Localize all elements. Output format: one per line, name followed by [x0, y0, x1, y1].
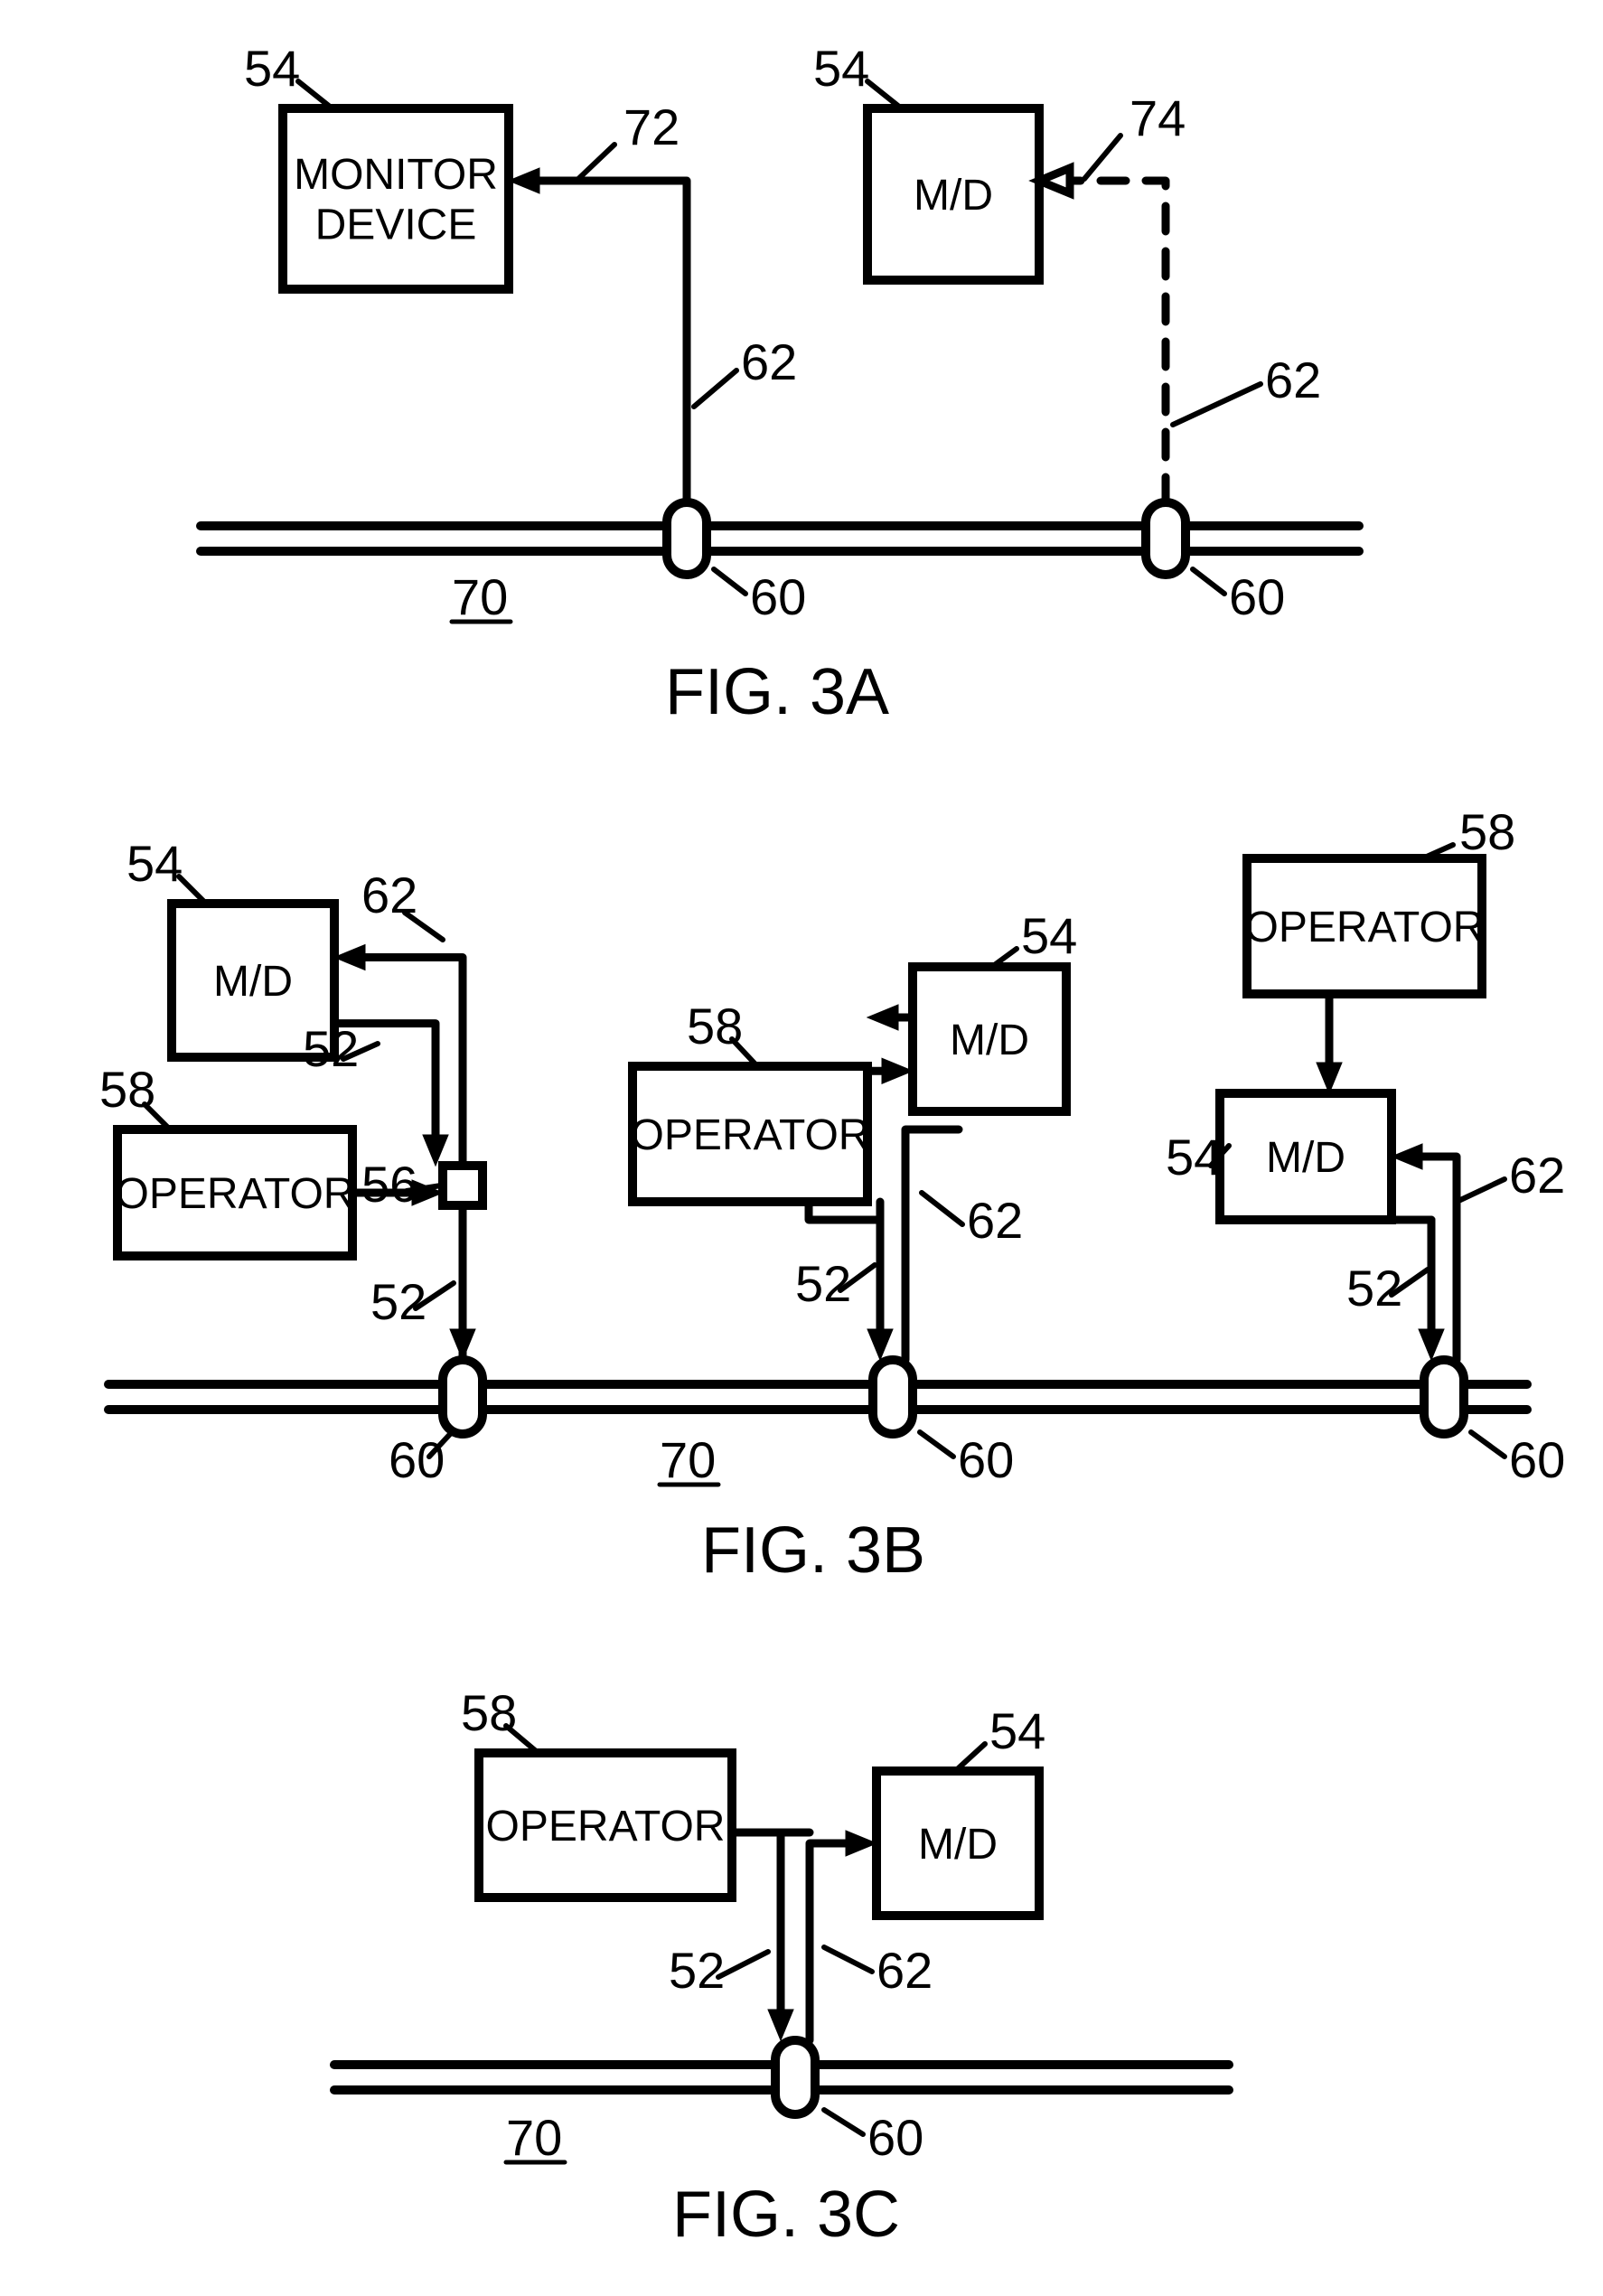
leader-line	[1193, 569, 1224, 594]
operator-block-label: OPERATOR	[1245, 904, 1485, 951]
ref-label: 54	[813, 40, 869, 97]
ref-label: 62	[741, 333, 797, 390]
port	[667, 502, 707, 575]
figure-caption: FIG. 3C	[672, 2179, 900, 2251]
rail-ref: 70	[660, 1431, 716, 1488]
leader-line	[694, 370, 736, 407]
ref-label: 52	[1346, 1260, 1402, 1317]
arrow-head	[450, 1329, 475, 1360]
monitor-device-block-label: DEVICE	[315, 201, 477, 248]
md-block-label: M/D	[918, 1821, 998, 1869]
port	[443, 1360, 483, 1434]
arrow-head	[423, 1135, 448, 1166]
port	[1424, 1360, 1464, 1434]
md-block-label: M/D	[213, 958, 293, 1006]
ref-label: 54	[1166, 1129, 1222, 1185]
monitor-device-block-label: MONITOR	[294, 151, 498, 199]
ref-label: 54	[1021, 907, 1077, 964]
link	[1070, 181, 1166, 502]
operator-block-label: OPERATOR	[116, 1170, 355, 1218]
ref-label: 60	[389, 1431, 445, 1488]
leader-line	[920, 1432, 953, 1457]
ref-label: 52	[669, 1942, 725, 1999]
ref-label: 58	[461, 1684, 517, 1741]
arrow-head	[768, 2010, 793, 2040]
md-block-label: M/D	[950, 1017, 1029, 1064]
ref-label: 54	[244, 40, 300, 97]
md-block-label: M/D	[914, 172, 993, 220]
leader-line	[1471, 1432, 1505, 1457]
junction-box	[443, 1166, 483, 1205]
leader-line	[718, 1952, 768, 1977]
leader-line	[1084, 136, 1120, 179]
arrow-head	[509, 168, 539, 193]
arrow-head	[882, 1058, 913, 1083]
ref-label: 54	[127, 835, 183, 892]
leader-line	[1173, 384, 1261, 425]
arrow-head	[867, 1005, 898, 1030]
leader-line	[714, 569, 745, 594]
link	[365, 958, 463, 1167]
ref-label: 60	[1229, 568, 1285, 625]
port	[775, 2040, 815, 2114]
ref-label: 60	[1509, 1431, 1565, 1488]
figure-caption: FIG. 3B	[701, 1514, 925, 1587]
link	[905, 1129, 959, 1360]
leader-line	[578, 145, 614, 179]
operator-block-label: OPERATOR	[631, 1111, 870, 1159]
arrow-head	[334, 945, 365, 970]
ref-label: 52	[795, 1255, 851, 1312]
arrow-head	[867, 1329, 893, 1360]
link	[539, 181, 687, 502]
ref-label: 74	[1130, 89, 1186, 146]
figure-caption: FIG. 3A	[665, 656, 889, 728]
ref-label: 62	[1509, 1147, 1565, 1204]
ref-label: 58	[1459, 803, 1515, 860]
ref-label: 62	[967, 1192, 1023, 1249]
port	[1146, 502, 1186, 575]
link	[810, 1843, 846, 2040]
leader-line	[824, 2110, 863, 2134]
rail-ref: 70	[506, 2109, 562, 2166]
arrow-head	[846, 1831, 876, 1856]
ref-label: 56	[361, 1156, 417, 1213]
ref-label: 60	[958, 1431, 1014, 1488]
ref-label: 60	[750, 568, 806, 625]
leader-line	[922, 1193, 962, 1224]
arrow-head	[1039, 168, 1070, 193]
link	[732, 1832, 781, 2010]
ref-label: 52	[370, 1273, 427, 1330]
operator-block-label: OPERATOR	[486, 1803, 726, 1851]
ref-label: 72	[623, 98, 680, 155]
ref-label: 52	[303, 1020, 359, 1077]
ref-label: 62	[876, 1942, 933, 1999]
ref-label: 58	[687, 998, 743, 1054]
md-block-label: M/D	[1266, 1134, 1345, 1182]
rail-ref: 70	[452, 568, 508, 625]
leader-line	[824, 1947, 872, 1972]
ref-label: 60	[867, 2109, 923, 2166]
port	[873, 1360, 913, 1434]
ref-label: 54	[989, 1702, 1045, 1759]
arrow-head	[1317, 1063, 1342, 1093]
ref-label: 62	[1265, 351, 1321, 408]
arrow-head	[1392, 1144, 1422, 1169]
leader-line	[405, 913, 443, 940]
arrow-head	[1419, 1329, 1444, 1360]
leader-line	[1457, 1179, 1505, 1202]
